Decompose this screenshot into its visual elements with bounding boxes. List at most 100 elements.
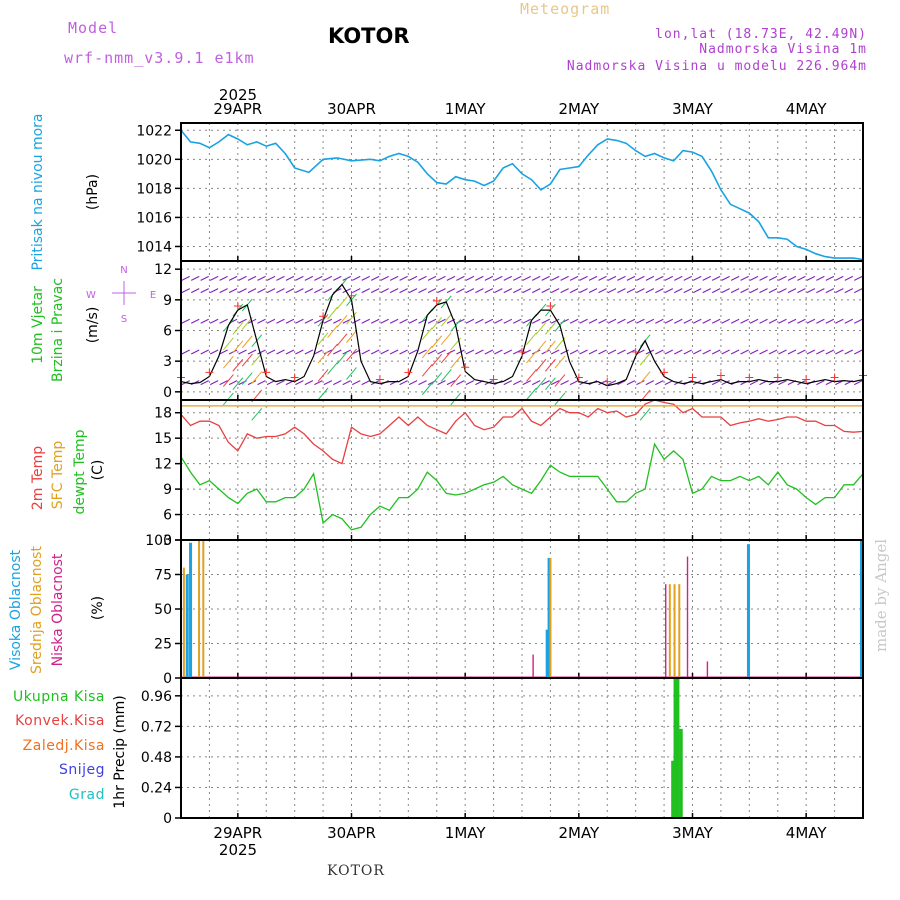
wind-arrow: [721, 349, 730, 355]
panel-frame: [180, 122, 864, 262]
wind-arrow: [361, 318, 370, 324]
wind-arrow: [219, 349, 228, 355]
wind-arrow: [361, 349, 370, 355]
wind-arrow: [588, 275, 598, 281]
wind-hatch: [222, 392, 234, 406]
wind-arrow: [181, 318, 190, 324]
wind-arrow: [351, 318, 361, 324]
wind-arrow: [730, 288, 740, 294]
wind-arrow: [200, 349, 209, 355]
wind-arrow: [816, 275, 825, 281]
wind-hatch: [526, 350, 537, 364]
wind-arrow: [408, 288, 418, 294]
wind-arrow: [418, 380, 427, 386]
date-label-top: 3MAY: [672, 100, 714, 118]
wind-hatch: [535, 340, 547, 354]
wind-arrow: [607, 288, 617, 294]
precip-grad-label: Grad: [69, 787, 105, 803]
date-label-bottom: 1MAY: [445, 824, 487, 842]
wind-arrow: [607, 380, 617, 386]
wind-gust-marker: [375, 375, 384, 384]
wind-arrow: [257, 275, 266, 281]
wind-hatch: [535, 358, 547, 372]
wind-hatch: [251, 371, 263, 384]
wind-arrow: [825, 349, 835, 355]
wind-arrow: [759, 318, 768, 324]
temp-2m-line: [180, 399, 864, 465]
wind-gust-marker: [745, 373, 754, 382]
y-tick-label: 1018: [136, 181, 172, 197]
wind-arrow: [522, 380, 531, 386]
wind-arrow: [295, 288, 304, 294]
wind-arrow: [569, 275, 579, 281]
wind-hatch: [545, 340, 556, 354]
wind-arrow: [408, 275, 418, 281]
wind-gust-marker: [432, 296, 441, 305]
cloud-low-bar: [665, 584, 667, 678]
wind-gust-marker: [205, 368, 214, 377]
y-tick-label: 1016: [136, 210, 172, 226]
wind-arrow: [617, 275, 626, 281]
wind-arrow: [276, 318, 285, 324]
wind-arrow: [692, 288, 702, 294]
wind-hatch: [431, 353, 443, 367]
wind-arrow: [550, 275, 560, 281]
wind-hatch: [440, 332, 452, 345]
wind-arrow: [484, 288, 494, 294]
wind-arrow: [370, 288, 380, 294]
y-tick-label: 0.72: [141, 719, 172, 735]
wind-hatch: [431, 335, 443, 349]
pressure-unit-label: (hPa): [85, 174, 101, 210]
pressure-label: Pritisak na nivou mora: [30, 113, 46, 270]
wind-arrow: [219, 275, 228, 281]
wind-arrow: [674, 349, 683, 355]
wind-arrow: [295, 275, 304, 281]
y-tick-label: 0: [163, 671, 172, 687]
wind-hatch: [526, 332, 537, 345]
wind-arrow: [626, 318, 636, 324]
wind-arrow: [550, 380, 560, 386]
wind-arrow: [484, 349, 494, 355]
wind-arrow: [389, 288, 399, 294]
cloud-mid-bar: [202, 540, 205, 678]
panel-frame: [180, 399, 864, 541]
wind-arrow: [844, 288, 854, 294]
wind-arrow: [749, 318, 759, 324]
wind-arrow: [351, 380, 361, 386]
wind-arrow: [446, 275, 456, 281]
wind-arrow: [541, 288, 550, 294]
wind-arrow: [200, 318, 209, 324]
wind-arrow: [266, 318, 276, 324]
wind-arrow: [399, 288, 408, 294]
wind-gust-marker: [574, 373, 583, 382]
wind-arrow: [797, 288, 806, 294]
wind-arrow: [607, 275, 617, 281]
wind-arrow: [494, 318, 503, 324]
wind-arrow: [361, 275, 370, 281]
wind-arrow: [380, 288, 389, 294]
wind-hatch: [421, 382, 433, 396]
wind-hatch: [327, 343, 338, 357]
wind-arrow: [730, 318, 740, 324]
y-tick-label: 0: [163, 385, 172, 401]
precip-total-label: Ukupna Kisa: [13, 689, 105, 705]
wind-arrow: [465, 349, 475, 355]
wind-arrow: [389, 318, 399, 324]
footer-station: KOTOR: [327, 863, 385, 879]
wind-arrow: [380, 318, 389, 324]
wind-arrow: [437, 349, 446, 355]
wind-arrow: [238, 288, 247, 294]
wind-arrow: [285, 275, 295, 281]
year-top: 2025: [219, 86, 257, 104]
wind-arrow: [437, 318, 446, 324]
wind-arrow: [418, 275, 427, 281]
wind-hatch: [431, 317, 443, 330]
wind-hatch: [241, 335, 253, 349]
wind-gust-marker: [773, 373, 782, 382]
cloud-high-bar: [746, 544, 750, 678]
date-label-bottom: 2MAY: [558, 824, 600, 842]
wind-arrow: [816, 318, 825, 324]
wind-arrow: [475, 275, 484, 281]
wind-hatch: [526, 387, 537, 401]
